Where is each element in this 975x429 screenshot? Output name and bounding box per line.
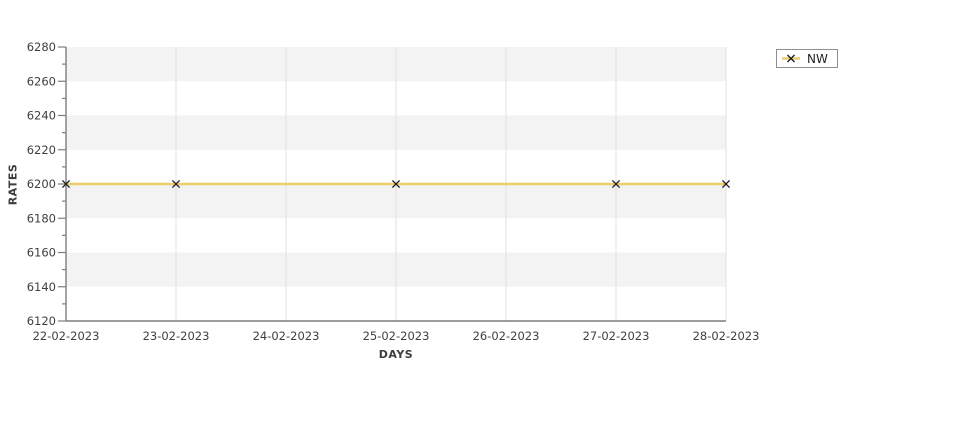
legend[interactable]: NW [776,49,838,68]
y-tick-label: 6120 [27,314,56,328]
data-point-marker [171,179,181,189]
y-tick-labels: 6120 6140 6160 6180 6200 6220 6240 6260 6280 [27,40,56,328]
y-axis-title: RATES [6,163,20,206]
y-tick-label: 6180 [27,211,56,225]
legend-nw-label: NW [807,51,828,66]
y-axis-ticks [58,46,66,322]
x-tick-label: 24-02-2023 [253,329,320,343]
x-tick-label: 26-02-2023 [473,329,540,343]
data-point-marker [611,179,621,189]
x-tick-labels: 22-02-2023 23-02-2023 24-02-2023 25-02-2023… [33,329,760,343]
y-tick-label: 6220 [27,143,56,157]
data-point-marker [61,179,71,189]
data-point-marker [721,179,731,189]
y-tick-label: 6240 [27,109,56,123]
y-tick-label: 6280 [27,40,56,54]
x-tick-label: 27-02-2023 [583,329,650,343]
y-tick-label: 6160 [27,246,56,260]
series-nw [61,179,731,189]
x-axis-title: DAYS [378,348,414,361]
y-tick-label: 6260 [27,74,56,88]
y-tick-label: 6200 [27,177,56,191]
x-tick-label: 25-02-2023 [363,329,430,343]
x-tick-label: 28-02-2023 [693,329,760,343]
x-tick-label: 23-02-2023 [143,329,210,343]
y-tick-label: 6140 [27,280,56,294]
data-point-marker [391,179,401,189]
x-tick-label: 22-02-2023 [33,329,100,343]
legend-nw-marker-icon [782,54,800,63]
